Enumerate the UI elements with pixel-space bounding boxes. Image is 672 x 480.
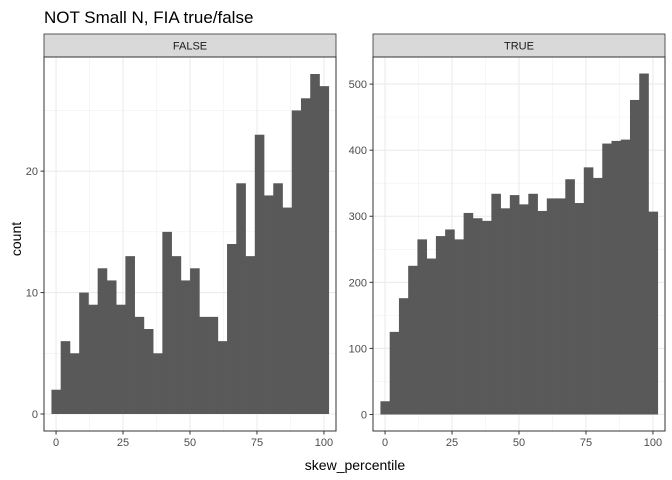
histogram-bar-true [583, 167, 594, 415]
x-tick-label: 100 [644, 437, 662, 449]
histogram-bar-true [472, 218, 483, 415]
histogram-bar-true [537, 210, 548, 415]
panel-false: FALSE 0 25 50 75 100 0 10 20 [26, 33, 337, 449]
y-tick-label: 300 [349, 211, 367, 223]
strip-label-false: FALSE [173, 41, 207, 53]
histogram-bar-false [208, 316, 219, 414]
y-tick-label: 0 [361, 409, 367, 421]
x-tick-label: 100 [315, 437, 333, 449]
x-tick-label: 25 [117, 437, 129, 449]
panel-true: TRUE 0 25 50 75 100 0 100 200 300 400 500 [349, 33, 666, 449]
histogram-bar-true [556, 198, 566, 415]
histogram-bar-true [602, 143, 612, 415]
histogram-bar-false [245, 256, 256, 414]
histogram-bar-true [519, 204, 529, 415]
histogram-bar-true [500, 208, 511, 415]
histogram-bar-true [389, 331, 400, 415]
histogram-bar-false [171, 256, 182, 414]
x-tick-label: 75 [251, 437, 263, 449]
x-tick-label: 25 [446, 437, 458, 449]
histogram-bar-true [509, 195, 520, 415]
histogram-bar-true [611, 140, 622, 415]
histogram-bar-true [629, 99, 640, 415]
histogram-bar-true [463, 212, 474, 415]
x-tick-label: 50 [184, 437, 196, 449]
histogram-bar-true [482, 220, 492, 415]
histogram-bar-true [445, 229, 455, 415]
histogram-bar-false [227, 244, 237, 414]
histogram-bar-true [593, 177, 603, 415]
histogram-bar-false [291, 110, 302, 414]
histogram-bar-false [125, 256, 135, 414]
histogram-bar-false [116, 304, 126, 414]
histogram-bar-true [454, 239, 464, 415]
histogram-bar-true [408, 265, 418, 415]
histogram-bar-true [546, 198, 557, 415]
x-tick-label: 0 [53, 437, 59, 449]
chart-title: NOT Small N, FIA true/false [44, 8, 253, 27]
histogram-bar-true [491, 193, 501, 415]
y-tick-label: 100 [349, 343, 367, 355]
histogram-bar-true [565, 179, 575, 415]
y-tick-label: 500 [349, 79, 367, 91]
histogram-bar-false [153, 353, 163, 414]
histogram-bar-false [217, 341, 228, 414]
histogram-bar-false [97, 268, 108, 414]
y-axis-label: count [8, 222, 24, 256]
histogram-bar-true [574, 203, 585, 415]
histogram-bar-false [162, 231, 172, 414]
histogram-bar-false [60, 341, 71, 414]
histogram-bar-true [639, 73, 649, 415]
histogram-bar-false [190, 268, 200, 414]
histogram-bar-true [417, 239, 428, 415]
strip-label-true: TRUE [504, 41, 534, 53]
histogram-bar-true [620, 139, 631, 415]
histogram-bar-true [528, 193, 538, 415]
x-tick-label: 0 [382, 437, 388, 449]
histogram-bar-false [254, 134, 265, 414]
histogram-bar-true [435, 236, 446, 415]
y-tick-label: 0 [32, 409, 38, 421]
histogram-bar-false [88, 304, 99, 414]
histogram-bar-false [106, 280, 117, 414]
histogram-bar-false [180, 280, 191, 414]
histogram-bar-true [426, 258, 437, 415]
histogram-bar-false [264, 195, 274, 414]
x-tick-label: 75 [580, 437, 592, 449]
histogram-bar-false [134, 316, 145, 414]
histogram-bar-true [398, 298, 409, 415]
histogram-bar-true [380, 401, 391, 415]
histogram-bar-false [273, 183, 283, 414]
histogram-bar-false [310, 74, 320, 414]
histogram-bar-false [199, 316, 209, 414]
histogram-bar-false [143, 329, 154, 414]
histogram-bar-false [236, 183, 246, 414]
x-tick-label: 50 [513, 437, 525, 449]
histogram-bar-false [319, 86, 330, 415]
y-tick-label: 200 [349, 277, 367, 289]
y-tick-label: 20 [26, 166, 38, 178]
histogram-bar-false [51, 389, 62, 414]
x-axis-label: skew_percentile [305, 457, 406, 473]
y-tick-label: 400 [349, 145, 367, 157]
histogram-bar-true [648, 211, 659, 415]
y-tick-label: 10 [26, 288, 38, 300]
histogram-bar-false [79, 292, 89, 414]
histogram-bar-false [300, 98, 311, 415]
histogram-bar-false [282, 207, 293, 414]
histogram-bar-false [69, 353, 80, 414]
